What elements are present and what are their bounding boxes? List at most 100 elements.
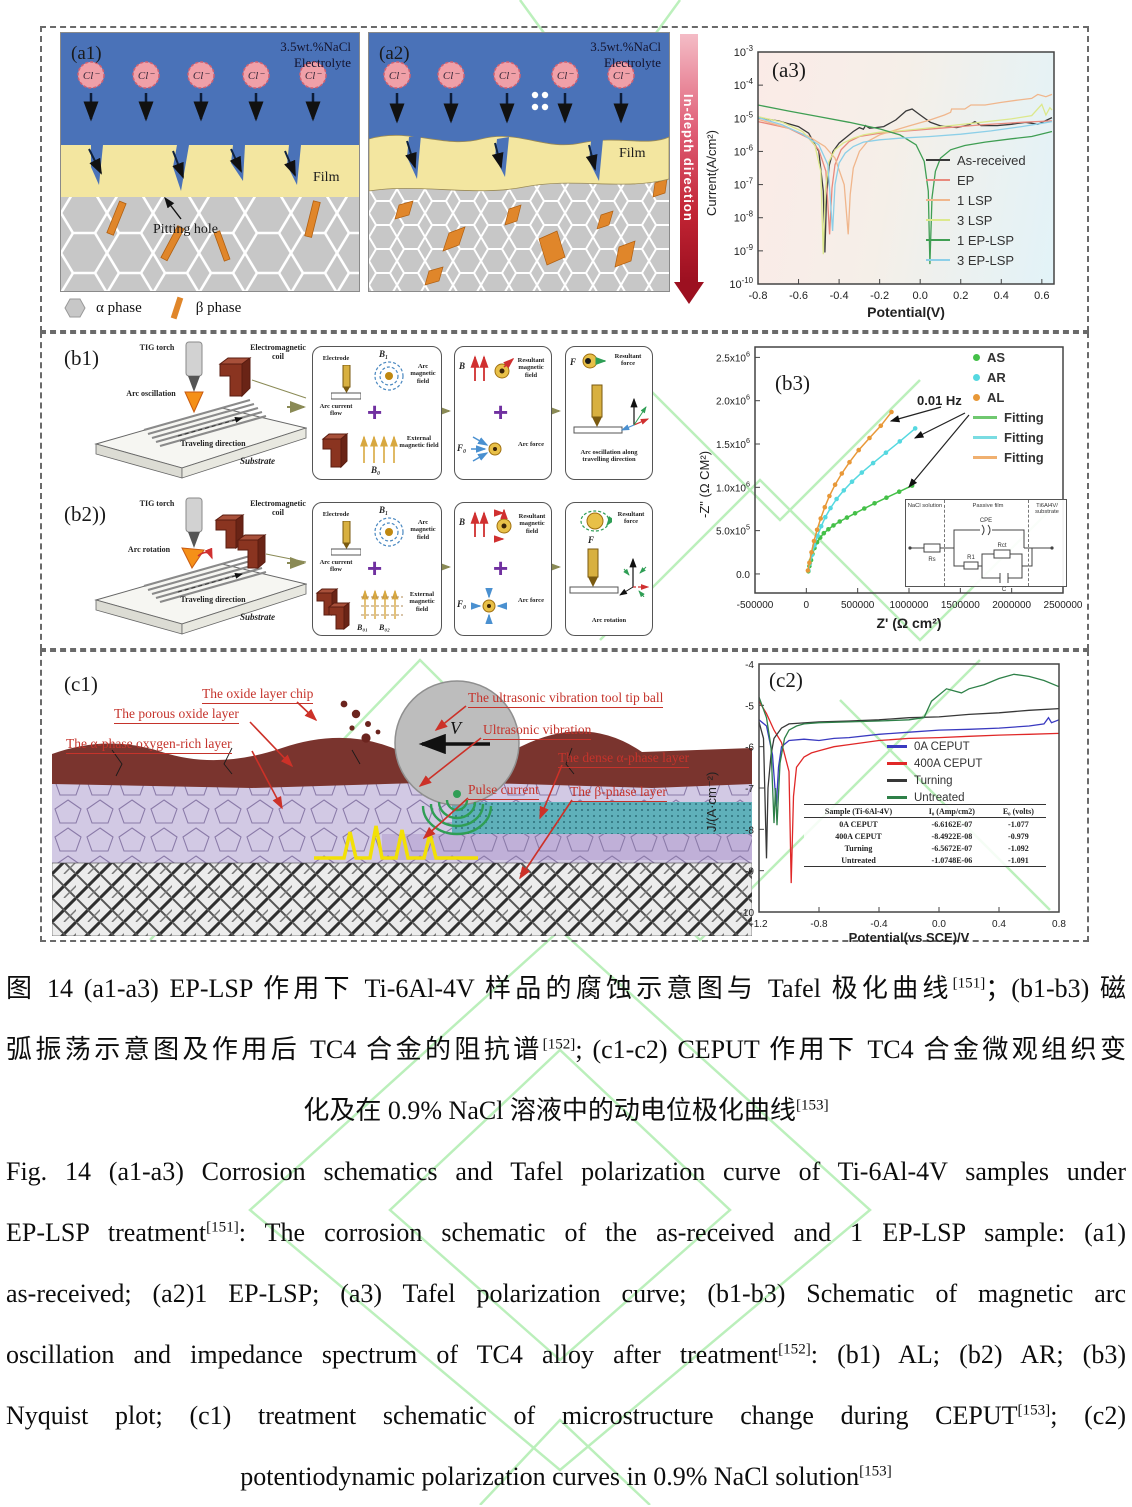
chart-series bbox=[757, 93, 1053, 265]
passive-film-label: Passive film bbox=[972, 503, 1004, 509]
b1-superposition-box: Electrode Arc current flow B₁ Arc magnet… bbox=[312, 346, 442, 480]
tafel-chart: -0.8 -0.6 -0.4 -0.2 0.0 0.2 0.4 0.6 10-3 10-4 10-5… bbox=[729, 44, 1055, 320]
arc-magnetic-field-label: Arc magnetic field bbox=[410, 519, 436, 541]
corrosion-table: Sample (Ti-6Al-4V) I₀ (Amp/cm2) E₀ (volt… bbox=[804, 804, 1046, 867]
cpe-label: CPE bbox=[980, 518, 992, 524]
a2-drawing: Cl⁻ Cl⁻ Cl⁻ Cl⁻ Cl⁻ (a2) 3.5wt.%NaCl Ele… bbox=[369, 33, 669, 291]
nyquist-plot-canvas: -500000 0 500000 1000000 1500000 2000000 25000… bbox=[716, 346, 1083, 611]
svg-text:-9: -9 bbox=[745, 867, 754, 878]
axes-icon bbox=[620, 397, 650, 431]
beta-phase-slivers bbox=[106, 200, 321, 262]
travel-direction-label: Traveling direction bbox=[180, 439, 246, 448]
caption-line-en-5: Nyquist plot; (c1) treatment schematic o… bbox=[6, 1401, 1126, 1430]
legend-label: 0A CEPUT bbox=[914, 740, 970, 753]
alpha-hexagon-icon bbox=[64, 298, 86, 318]
legend-label: EP bbox=[957, 172, 975, 188]
legend-swatch bbox=[887, 779, 907, 782]
a3-tag: (a3) bbox=[772, 58, 806, 82]
legend-swatch bbox=[973, 415, 997, 419]
cl-ion-label: Cl⁻ bbox=[613, 70, 630, 82]
electrolyte-label-2: Electrolyte bbox=[604, 55, 661, 70]
col-header: I₀ (Amp/cm2) bbox=[928, 806, 975, 816]
ion-down-arrows bbox=[83, 93, 321, 122]
f-symbol: F bbox=[588, 535, 595, 545]
resultant-node-icon bbox=[494, 509, 512, 543]
crack-arrows bbox=[405, 140, 598, 171]
tool-ball-label: The ultrasonic vibration tool tip ball bbox=[468, 690, 664, 708]
flow-arrow-icon bbox=[287, 557, 306, 569]
b2-schematic: TIG torch Electromagnetic coil Arc rotat… bbox=[82, 494, 308, 646]
external-field-label: External magnetic field bbox=[399, 435, 439, 450]
figure-a1: Cl⁻ Cl⁻ Cl⁻ Cl⁻ Cl⁻ (a1) 3.5wt.%NaCl Ele… bbox=[60, 32, 360, 292]
caption-line-en-3: as-received; (a2)1 EP-LSP; (a3) Tafel po… bbox=[6, 1279, 1126, 1308]
table-row: 0A CEPUT -6.6162E-07 -1.077 bbox=[839, 819, 1029, 829]
svg-text:0.2: 0.2 bbox=[953, 290, 968, 302]
svg-text:2.5x106: 2.5x106 bbox=[716, 349, 750, 364]
legend-swatch bbox=[973, 353, 980, 361]
arc-magnetic-field-icon bbox=[374, 517, 404, 547]
svg-text:2000000: 2000000 bbox=[992, 600, 1031, 611]
cl-ion-label: Cl⁻ bbox=[389, 70, 406, 82]
svg-text:10-10: 10-10 bbox=[729, 276, 753, 291]
tig-torch-icon bbox=[185, 341, 203, 377]
b1-result-box: F Resultant force Arc oscillation along … bbox=[565, 346, 653, 480]
legend-item: Fitting bbox=[973, 407, 1044, 427]
ultrasonic-vibration-label: Ultrasonic vibration bbox=[483, 722, 592, 740]
table-row: Untreated -1.0748E-06 -1.091 bbox=[804, 854, 1046, 867]
caption-line-zh-1: 图 14 (a1-a3) EP-LSP 作用下 Ti-6Al-4V 样品的腐蚀示… bbox=[6, 974, 1126, 1003]
svg-text:-4: -4 bbox=[745, 660, 754, 671]
caption-line-en-6: potentiodynamic polarization curves in 0… bbox=[240, 1462, 892, 1491]
a2-tag: (a2) bbox=[379, 43, 410, 64]
plus-icon: + bbox=[493, 397, 509, 427]
electrode-label: Electrode bbox=[322, 511, 350, 518]
legend-swatch bbox=[926, 258, 950, 262]
caption-line-en-4: oscillation and impedance spectrum of TC… bbox=[6, 1340, 1126, 1369]
svg-text:-0.2: -0.2 bbox=[870, 290, 889, 302]
ion-down-arrows bbox=[389, 93, 629, 124]
b-up-arrows-icon bbox=[470, 355, 489, 381]
legend-label: Fitting bbox=[1004, 449, 1044, 465]
flow-arrow-icon bbox=[441, 405, 451, 417]
weld-beads bbox=[143, 398, 267, 448]
label-arrows bbox=[249, 701, 573, 880]
plus-icon: + bbox=[493, 553, 509, 583]
electromagnetic-coil-icon bbox=[218, 357, 252, 398]
resultant-force-icon bbox=[582, 353, 606, 369]
nyquist-chart: -500000 0 500000 1000000 1500000 2000000 25000… bbox=[716, 346, 1083, 631]
vibration-source-dot bbox=[453, 790, 461, 798]
cl-ion-label: Cl⁻ bbox=[557, 70, 574, 82]
svg-text:0.0: 0.0 bbox=[913, 290, 928, 302]
b1-tag: (b1) bbox=[64, 346, 99, 370]
substrate-label: Ti6Al4V/ substrate bbox=[1035, 503, 1059, 516]
b02-symbol: B₀₂ bbox=[379, 623, 390, 632]
svg-text:0.0: 0.0 bbox=[736, 570, 750, 581]
equivalent-circuit-inset: NaCl solution Passive film Ti6Al4V/ subs… bbox=[905, 499, 1067, 593]
f0-symbol: F₀ bbox=[457, 443, 467, 453]
circuit-drawing: Rs CPE R1 Rct C bbox=[908, 518, 1054, 593]
depth-direction-label: In-depth direction bbox=[681, 94, 696, 222]
pitting-hole-label: Pitting hole bbox=[153, 222, 218, 237]
cl-ion-label: Cl⁻ bbox=[305, 70, 322, 82]
torch-nozzle-icon bbox=[188, 532, 200, 548]
beta-phase-label: β phase bbox=[195, 299, 242, 316]
svg-text:10-5: 10-5 bbox=[734, 110, 754, 125]
beta-sliver-icon bbox=[170, 296, 184, 320]
arc-force-arrows-icon bbox=[471, 436, 502, 462]
arc-current-flow-label: Arc current flow bbox=[319, 403, 353, 418]
legend-label: Fitting bbox=[1004, 409, 1044, 425]
b3-ylabel: -Z" (Ω CM²) bbox=[697, 450, 712, 518]
legend-label: 3 LSP bbox=[957, 212, 993, 228]
svg-text:0.0: 0.0 bbox=[932, 919, 946, 930]
legend-label: AR bbox=[987, 369, 1006, 385]
electrode-label: Electrode bbox=[322, 355, 350, 362]
svg-text:5.0x105: 5.0x105 bbox=[716, 523, 750, 538]
depth-arrow-tip bbox=[674, 282, 704, 304]
svg-text:-10: -10 bbox=[740, 908, 755, 919]
arc-force-label: Arc force bbox=[518, 441, 544, 448]
flow-arrow-icon bbox=[551, 405, 561, 417]
svg-text:10-4: 10-4 bbox=[734, 77, 754, 92]
svg-text:-500000: -500000 bbox=[737, 600, 774, 611]
tig-torch-icon bbox=[185, 497, 203, 533]
arc-current-flow-label: Arc current flow bbox=[319, 559, 353, 574]
plus-icon: + bbox=[367, 397, 383, 427]
